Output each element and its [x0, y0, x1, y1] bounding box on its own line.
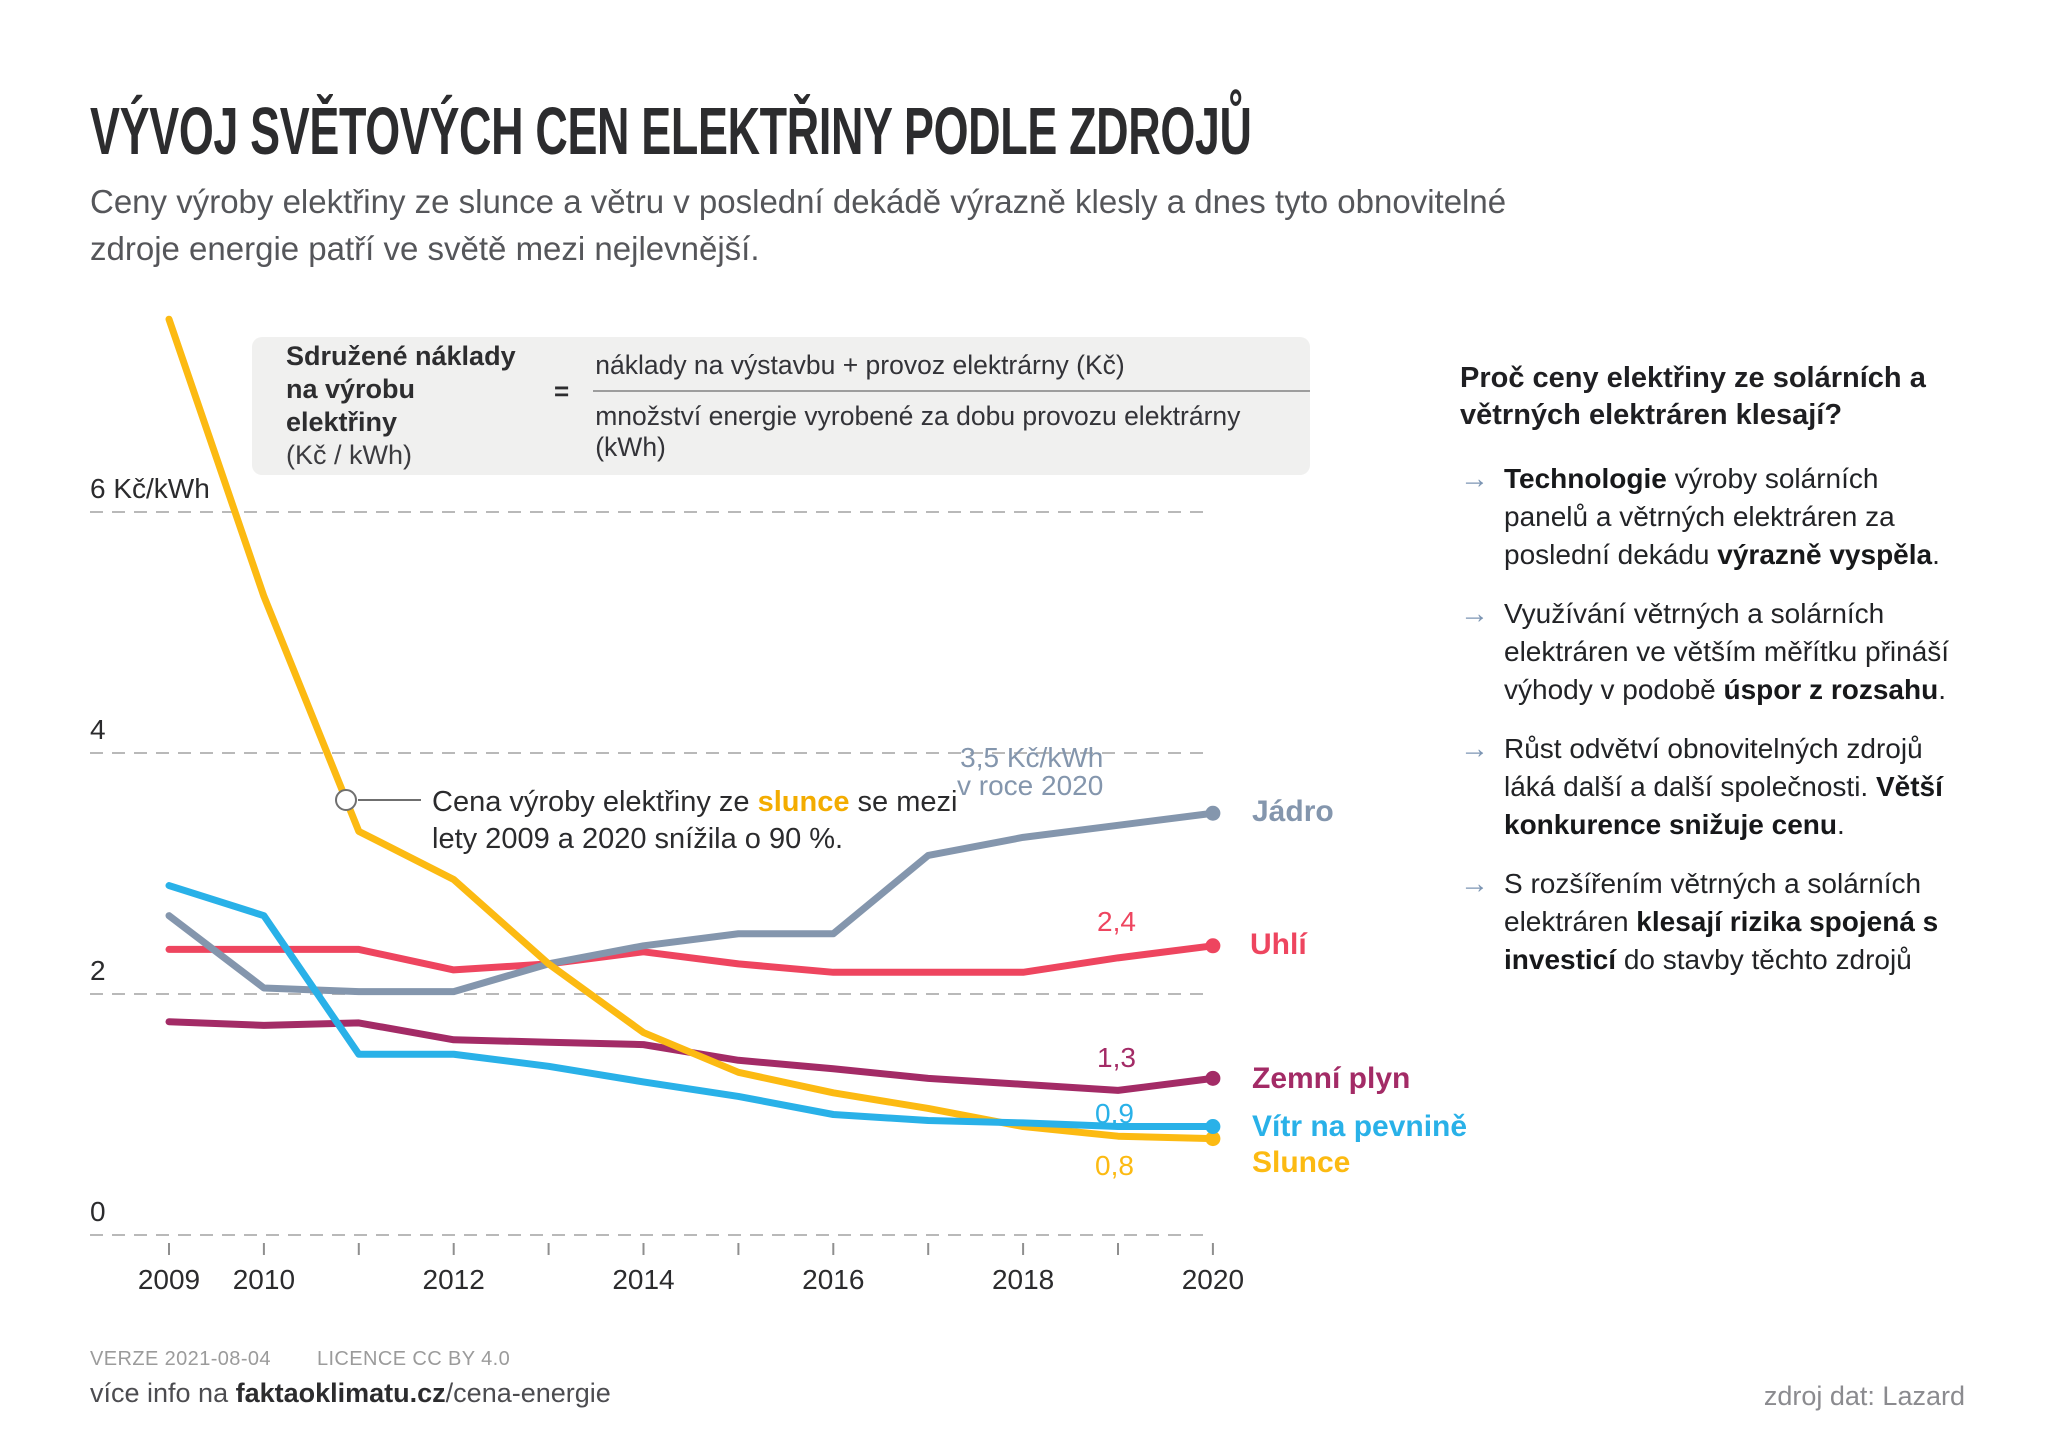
series-end-dot-Jádro: [1205, 805, 1221, 821]
bullet-text: Využívání větrných a solárních elektráre…: [1504, 598, 1950, 705]
x-axis-label-2009: 2009: [137, 1264, 201, 1295]
formula-label-unit: (Kč / kWh): [286, 440, 412, 470]
formula-label-line2: na výrobu elektřiny: [286, 374, 416, 437]
series-label-uhli: Uhlí: [1250, 928, 1307, 961]
formula-fraction: náklady na výstavbu + provoz elektrárny …: [593, 350, 1310, 463]
series-end-dot-Slunce: [1205, 1131, 1221, 1147]
y-axis-label-0: 0: [90, 1196, 106, 1227]
series-line-Uhlí: [165, 942, 1217, 976]
x-axis-label-2020: 2020: [1181, 1264, 1245, 1295]
series-end-dot-Vítr na pevnině: [1205, 1119, 1221, 1135]
x-axis-label-2010: 2010: [232, 1264, 296, 1295]
series-end-dot-Uhlí: [1205, 938, 1221, 954]
formula-equals: =: [554, 375, 570, 406]
solar-annotation: Cena výroby elektřiny ze slunce se mezi …: [432, 784, 957, 858]
arrow-icon: →: [1460, 598, 1489, 630]
series-label-plyn: Zemní plyn: [1252, 1062, 1411, 1095]
bullet-item-1: → Technologie výroby solárních panelů a v…: [1460, 460, 1968, 574]
value-label-vitr: 0,9: [1095, 1098, 1134, 1129]
series-label-slunce: Slunce: [1252, 1146, 1351, 1179]
value-label-jadro: 3,5 Kč/kWh v roce 2020: [957, 742, 1104, 801]
value-label-uhli: 2,4: [1097, 906, 1136, 937]
solar-annotation-line1: Cena výroby elektřiny ze slunce se mezi: [432, 786, 958, 818]
fraction-line: [593, 389, 1310, 392]
footer-version: VERZE 2021-08-04: [90, 1348, 271, 1370]
series-line-Vítr na pevnině: [165, 882, 1217, 1131]
x-axis-label-2018: 2018: [991, 1264, 1055, 1295]
formula-box: Sdružené náklady na výrobu elektřiny (Kč…: [252, 337, 1310, 475]
footer-source: zdroj dat: Lazard: [1763, 1381, 1965, 1411]
x-axis-label-2014: 2014: [612, 1264, 675, 1295]
footer-licence: LICENCE CC BY 4.0: [316, 1348, 511, 1370]
y-axis-label-6: 6 Kč/kWh: [90, 473, 210, 504]
bullet-item-3: → Růst odvětví obnovitelných zdrojů láká …: [1460, 730, 1968, 844]
footer-info: více info na faktaoklimatu.cz/cena-energ…: [90, 1378, 611, 1408]
value-label-slunce: 0,8: [1095, 1150, 1134, 1181]
formula-denominator: množství energie vyrobené za dobu provoz…: [595, 400, 1241, 462]
page-title: VÝVOJ SVĚTOVÝCH CEN ELEKTŘINY PODLE ZDRO…: [90, 93, 1252, 169]
y-axis-label-4: 4: [90, 714, 106, 745]
arrow-icon: →: [1460, 463, 1489, 495]
formula-label: Sdružené náklady na výrobu elektřiny (Kč…: [286, 340, 530, 472]
bullet-item-2: → Využívání větrných a solárních elektrár…: [1460, 595, 1968, 709]
annotation-marker-circle: [335, 789, 357, 811]
series-label-vitr: Vítr na pevnině: [1252, 1110, 1468, 1143]
x-axis-label-2016: 2016: [802, 1264, 865, 1295]
series-label-jadro: Jádro: [1252, 795, 1334, 828]
bullet-text: Růst odvětví obnovitelných zdrojů láká d…: [1504, 733, 1943, 840]
why-panel-bullets: → Technologie výroby solárních panelů a v…: [1460, 460, 1968, 1000]
bullet-text: Technologie výroby solárních panelů a vě…: [1504, 463, 1940, 570]
formula-numerator: náklady na výstavbu + provoz elektrárny …: [595, 349, 1125, 380]
formula-label-line1: Sdružené náklady: [286, 341, 516, 371]
subtitle-line1: Ceny výroby elektřiny ze slunce a větru …: [90, 183, 1507, 220]
arrow-icon: →: [1460, 733, 1489, 765]
subtitle: Ceny výroby elektřiny ze slunce a větru …: [90, 178, 1550, 272]
footer-meta: VERZE 2021-08-04 LICENCE CC BY 4.0: [90, 1348, 510, 1371]
series-line-Jádro: [165, 809, 1217, 996]
arrow-icon: →: [1460, 868, 1489, 900]
bullet-text: S rozšířením větrných a solárních elektr…: [1504, 868, 1939, 975]
subtitle-line2: zdroje energie patří ve světě mezi nejle…: [90, 230, 760, 267]
value-label-plyn: 1,3: [1097, 1042, 1136, 1073]
y-axis-label-2: 2: [90, 955, 106, 986]
why-panel-heading: Proč ceny elektřiny ze solárních a větrn…: [1460, 362, 1926, 431]
solar-annotation-line2: lety 2009 a 2020 snížila o 90 %.: [432, 823, 844, 855]
bullet-item-4: → S rozšířením větrných a solárních elekt…: [1460, 865, 1968, 979]
series-end-dot-Zemní plyn: [1205, 1070, 1221, 1086]
x-axis-label-2012: 2012: [422, 1264, 485, 1295]
